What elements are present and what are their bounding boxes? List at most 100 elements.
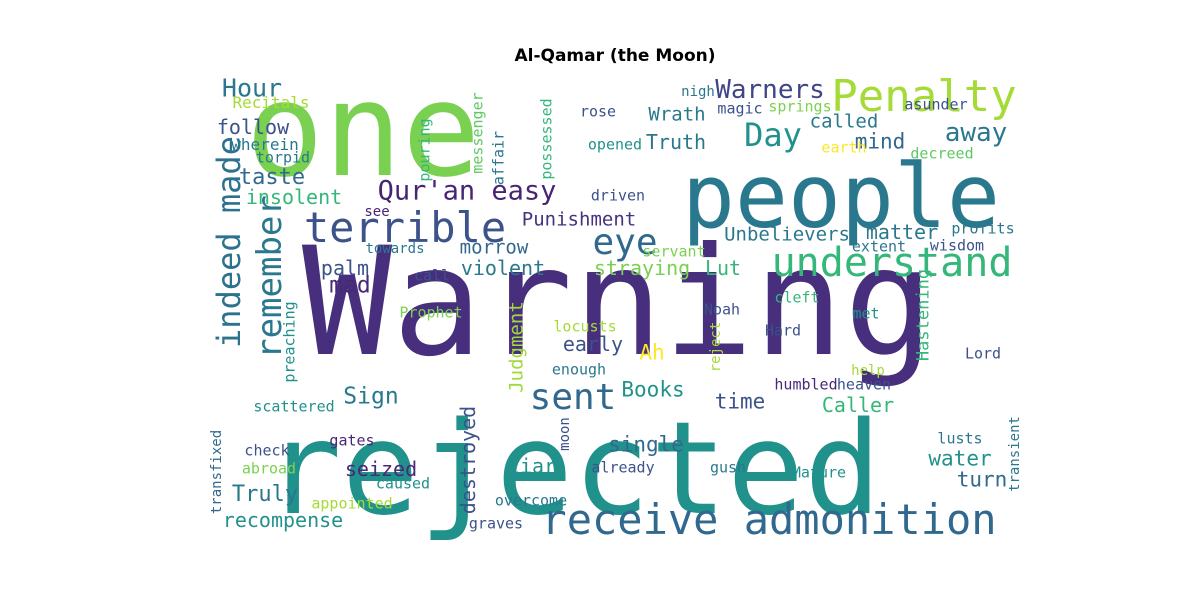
cloud-word: destroyed: [456, 405, 480, 515]
cloud-word: wherein: [231, 135, 299, 154]
cloud-word: water: [928, 446, 992, 471]
cloud-word: away: [944, 118, 1008, 148]
cloud-word: Hard: [764, 321, 802, 340]
cloud-word: rose: [579, 102, 617, 121]
cloud-word: rejected: [264, 395, 882, 544]
cloud-word: Lut: [704, 256, 742, 280]
cloud-word: torpid: [255, 148, 311, 167]
cloud-word: Recitals: [232, 93, 310, 112]
cloud-word: cleft: [774, 288, 820, 307]
cloud-word: taste: [238, 165, 306, 190]
cloud-word: appointed: [311, 494, 393, 513]
cloud-word: enough: [551, 360, 607, 379]
cloud-word: single: [608, 432, 684, 457]
cloud-word: straying: [593, 256, 691, 280]
cloud-word: scattered: [253, 397, 335, 416]
cloud-word: mad: [329, 272, 371, 299]
cloud-word: asunder: [904, 95, 968, 114]
cloud-word: gush: [709, 458, 747, 477]
cloud-word: early: [562, 332, 624, 356]
cloud-word: extent: [851, 237, 907, 256]
cloud-word: mind: [854, 129, 906, 154]
cloud-word: met: [852, 304, 880, 323]
cloud-word: Lord: [964, 344, 1002, 363]
cloud-word: moon: [557, 417, 573, 451]
cloud-word: Truth: [645, 130, 707, 154]
cloud-word: understand: [771, 240, 1013, 286]
cloud-word: Warning: [301, 216, 935, 390]
cloud-word: eye: [592, 222, 658, 263]
cloud-word: Hour: [221, 73, 283, 103]
cloud-word: follow: [216, 115, 290, 139]
cloud-word: morrow: [459, 236, 529, 259]
cloud-word: earth: [821, 138, 867, 157]
cloud-word: messenger: [468, 92, 487, 174]
cloud-word: transient: [1007, 416, 1023, 492]
cloud-word: possessed: [537, 98, 556, 180]
cloud-word: Caller: [821, 393, 895, 417]
cloud-word: servant: [642, 242, 706, 261]
cloud-word: Hastening: [913, 268, 934, 362]
cloud-word: liar: [507, 454, 557, 478]
cloud-word: nigh: [681, 84, 715, 100]
cloud-word: already: [591, 458, 655, 477]
cloud-word: Qur'an easy: [377, 175, 557, 207]
cloud-word: Noah: [703, 300, 741, 319]
cloud-word: overcome: [494, 491, 568, 510]
cloud-word: called: [809, 110, 879, 133]
cloud-word: wisdom: [929, 236, 985, 255]
cloud-word: Unbelievers: [724, 223, 850, 246]
cloud-word: turn: [956, 467, 1008, 492]
cloud-word: one: [245, 54, 481, 206]
cloud-word: help: [851, 363, 885, 379]
cloud-word: driven: [590, 186, 646, 205]
cloud-word: opened: [587, 135, 643, 154]
cloud-word: seized: [344, 457, 418, 481]
cloud-word: caused: [375, 474, 431, 493]
cloud-word: decreed: [910, 144, 974, 163]
cloud-word: sent: [529, 377, 617, 418]
cloud-word: graves: [468, 514, 524, 533]
word-cloud: Warning rejected one people receive admoniti…: [209, 65, 1023, 544]
cloud-word: Warners: [715, 75, 825, 105]
cloud-word: magic: [717, 99, 763, 118]
cloud-word: violent: [460, 256, 546, 280]
cloud-word: locusts: [553, 317, 617, 336]
cloud-word: preaching: [280, 301, 299, 383]
cloud-word: lusts: [937, 429, 983, 448]
cloud-word: Ah: [639, 340, 665, 365]
cloud-word: humbled: [774, 375, 838, 394]
cloud-word: Books: [621, 377, 685, 402]
cloud-word: Truly: [231, 482, 299, 507]
cloud-word: insolent: [245, 185, 343, 209]
cloud-word: matter: [865, 220, 939, 244]
cloud-word: palm: [320, 256, 370, 280]
cloud-word: gates: [329, 431, 375, 450]
cloud-word: profits: [951, 219, 1015, 238]
chart-title: Al-Qamar (the Moon): [514, 46, 716, 66]
cloud-word: check: [244, 441, 290, 460]
cloud-word: affair: [489, 130, 508, 186]
cloud-word: Sign: [343, 383, 399, 410]
cloud-word: springs: [768, 97, 832, 116]
cloud-word: Punishment: [521, 208, 637, 231]
cloud-word: see: [364, 204, 390, 220]
cloud-word: receive admonition: [541, 495, 997, 544]
cloud-word: reject: [708, 321, 724, 373]
cloud-word: transfixed: [209, 429, 225, 515]
cloud-word: heaven: [836, 375, 892, 394]
cloud-word: people: [682, 145, 1000, 248]
cloud-word: pouring: [415, 118, 434, 182]
cloud-word: terrible: [303, 203, 507, 252]
cloud-word: Prophet: [399, 303, 463, 322]
cloud-word: Judgment: [505, 301, 528, 393]
cloud-word: recompense: [222, 508, 344, 532]
cloud-word: Wrath: [648, 103, 706, 126]
cloud-word: Penalty: [831, 71, 1017, 122]
cloud-word: Day: [744, 116, 802, 154]
cloud-word: Mature: [791, 463, 847, 482]
cloud-word: time: [714, 389, 766, 414]
cloud-word: abroad: [241, 459, 297, 478]
cloud-word: towards: [365, 241, 425, 257]
cloud-word: call: [413, 266, 451, 285]
